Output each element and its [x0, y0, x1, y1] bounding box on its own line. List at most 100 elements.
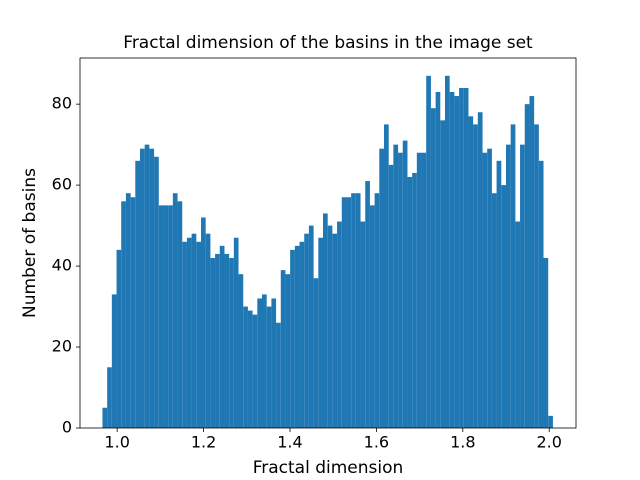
bar [548, 415, 553, 428]
bar [261, 294, 267, 428]
bar [463, 87, 469, 428]
bar [276, 322, 281, 428]
y-tick-label: 80 [52, 94, 72, 113]
bar [294, 245, 300, 428]
bar [482, 152, 488, 428]
bar [111, 294, 117, 428]
bar [215, 253, 220, 428]
y-axis-label: Number of basins [20, 168, 40, 318]
bar [355, 193, 361, 428]
bar [280, 270, 286, 428]
bar [186, 237, 192, 428]
axes-frame [79, 57, 577, 429]
bar [487, 148, 492, 428]
bar [332, 233, 338, 428]
bar [346, 197, 352, 428]
bar [449, 92, 455, 428]
bar [238, 274, 244, 428]
bar [140, 148, 145, 428]
bar [407, 177, 413, 428]
bar [285, 274, 291, 428]
bar [322, 213, 328, 428]
bar [313, 278, 319, 428]
bar [266, 306, 272, 428]
bar [308, 225, 314, 428]
bar [154, 156, 159, 429]
bar [416, 152, 422, 428]
bar [360, 221, 366, 428]
bar [496, 160, 502, 428]
bar [473, 124, 478, 428]
x-tick-label: 1.4 [277, 433, 302, 452]
bar [426, 75, 431, 428]
bar [149, 148, 155, 428]
bar [351, 193, 356, 428]
bar [393, 144, 399, 429]
y-tick-label: 40 [52, 256, 72, 275]
bar [402, 140, 408, 428]
x-tick-label: 1.2 [191, 433, 216, 452]
bar [163, 205, 169, 428]
bar [398, 152, 403, 428]
bar [229, 257, 234, 428]
bar [201, 217, 206, 428]
bar [468, 116, 474, 428]
bar [158, 205, 164, 428]
bar [477, 112, 483, 428]
bar [421, 152, 427, 428]
bar [135, 160, 141, 428]
bar [430, 108, 436, 429]
bar [383, 124, 389, 428]
bar [233, 237, 239, 428]
bar [210, 257, 216, 428]
bar [374, 193, 380, 428]
y-tick-label: 0 [62, 418, 72, 437]
bar [191, 233, 197, 428]
y-tick-label: 20 [52, 337, 72, 356]
bar [116, 249, 122, 428]
bar [144, 144, 150, 429]
x-tick-label: 1.6 [364, 433, 389, 452]
bar [107, 367, 112, 428]
bar [412, 172, 417, 428]
bar [534, 124, 539, 428]
bar [304, 233, 309, 428]
bar [365, 181, 370, 428]
x-tick-label: 2.0 [536, 433, 561, 452]
bar [459, 87, 464, 428]
bar [182, 241, 187, 428]
bar [247, 310, 253, 428]
bar [252, 314, 258, 428]
bar [121, 201, 126, 428]
bar [337, 221, 342, 428]
bar [506, 144, 511, 429]
bar [177, 201, 183, 428]
bar [196, 241, 202, 428]
bar [168, 205, 173, 428]
bar [125, 193, 131, 428]
bar [257, 298, 262, 428]
bar [445, 75, 450, 428]
bar [524, 104, 530, 428]
bar [327, 225, 333, 428]
bar [271, 298, 277, 428]
bar [538, 160, 544, 428]
bar [435, 92, 441, 428]
bar [543, 257, 549, 428]
bar [515, 221, 521, 428]
bar [369, 205, 375, 428]
bar [318, 237, 323, 428]
bar [172, 193, 178, 428]
bar [224, 253, 230, 428]
bar [501, 185, 507, 428]
bar [379, 148, 384, 428]
bar [102, 407, 108, 428]
bar [454, 96, 460, 428]
bar [243, 306, 248, 428]
chart-title: Fractal dimension of the basins in the i… [123, 33, 533, 53]
bar [520, 144, 525, 429]
bar [130, 197, 136, 428]
x-axis-label: Fractal dimension [253, 458, 404, 478]
bar [491, 193, 497, 428]
